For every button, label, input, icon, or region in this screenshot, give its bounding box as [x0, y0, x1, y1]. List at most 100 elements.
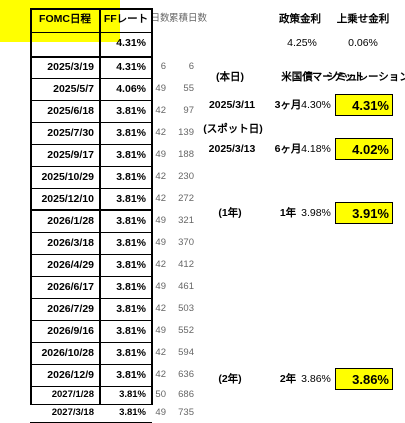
date-cell: 2026/9/16 [47, 324, 94, 337]
spot-label: (スポット日) [203, 122, 263, 135]
date-cell: 2025/12/10 [41, 192, 94, 205]
days-cell: 49 [155, 215, 166, 227]
spread: 0.06% [348, 36, 378, 49]
days-cell: 6 [160, 61, 166, 73]
term-label: (2年) [218, 372, 242, 385]
border-line [30, 78, 152, 79]
date-cell: 2025/10/29 [41, 170, 94, 183]
current-rate: 4.31% [116, 36, 146, 49]
days-cell: 42 [155, 127, 166, 139]
rate-cell: 3.81% [116, 258, 146, 271]
cumulative-cell: 686 [178, 389, 194, 401]
date-cell: 2025/5/7 [53, 82, 94, 95]
term: 2年 [279, 372, 297, 385]
market-rate: 4.18% [301, 142, 331, 155]
column-header: 日数 [150, 13, 170, 25]
days-cell: 42 [155, 347, 166, 359]
cumulative-cell: 188 [178, 149, 194, 161]
border-line [151, 8, 153, 405]
rate-cell: 3.81% [116, 346, 146, 359]
days-cell: 42 [155, 259, 166, 271]
spot-date: 2025/3/13 [208, 142, 256, 155]
border-line [30, 298, 152, 299]
policy-rate: 4.25% [287, 36, 317, 49]
cumulative-cell: 735 [178, 407, 194, 419]
days-cell: 49 [155, 237, 166, 249]
date-cell: 2026/10/28 [41, 346, 94, 359]
date-cell: 2027/3/18 [51, 407, 94, 419]
rate-cell: 3.81% [119, 407, 146, 419]
today-label: (本日) [216, 70, 244, 83]
days-cell: 49 [155, 407, 166, 419]
border-line [30, 386, 152, 387]
cumulative-cell: 272 [178, 193, 194, 205]
rate-cell: 4.06% [116, 82, 146, 95]
date-cell: 2026/12/9 [47, 368, 94, 381]
border-line [99, 8, 101, 405]
date-cell: 2026/6/17 [47, 280, 94, 293]
rate-cell: 3.81% [116, 148, 146, 161]
days-cell: 42 [155, 171, 166, 183]
market-rate: 3.86% [301, 372, 331, 385]
border-line [30, 276, 152, 277]
rate-cell: 3.81% [116, 192, 146, 205]
days-cell: 42 [155, 303, 166, 315]
days-cell: 49 [155, 83, 166, 95]
border-line [30, 8, 152, 10]
market-rate: 4.30% [301, 98, 331, 111]
cumulative-cell: 55 [183, 83, 194, 95]
days-cell: 49 [155, 325, 166, 337]
date-cell: 2026/4/29 [47, 258, 94, 271]
column-header: 累積日数 [169, 13, 208, 25]
rate-cell: 3.81% [116, 126, 146, 139]
rate-cell: 3.81% [116, 214, 146, 227]
column-header: FOMC日程 [39, 12, 91, 25]
date-cell: 2026/3/18 [47, 236, 94, 249]
term: 3ヶ月 [274, 98, 302, 111]
border-line [30, 254, 152, 255]
rate-cell: 3.81% [116, 302, 146, 315]
days-cell: 50 [155, 389, 166, 401]
date-cell: 2025/6/18 [47, 104, 94, 117]
market-rate: 3.98% [301, 206, 331, 219]
date-cell: 2025/7/30 [47, 126, 94, 139]
border-line [30, 342, 152, 343]
simulation-rate: 4.31% [335, 94, 393, 116]
column-header: FFレート [103, 12, 149, 25]
days-cell: 42 [155, 105, 166, 117]
term-label: (1年) [218, 206, 242, 219]
cumulative-cell: 412 [178, 259, 194, 271]
rate-cell: 3.81% [116, 324, 146, 337]
rate-cell: 3.81% [116, 170, 146, 183]
days-cell: 49 [155, 149, 166, 161]
cumulative-cell: 97 [183, 105, 194, 117]
border-line [30, 209, 152, 211]
date-cell: 2026/7/29 [47, 302, 94, 315]
date-cell: 2026/1/28 [47, 214, 94, 227]
border-line [30, 56, 152, 58]
cumulative-cell: 230 [178, 171, 194, 183]
days-cell: 49 [155, 281, 166, 293]
border-line [30, 100, 152, 101]
border-line [30, 364, 152, 365]
rate-cell: 4.31% [116, 60, 146, 73]
rate-cell: 3.81% [119, 389, 146, 401]
border-line [30, 320, 152, 321]
cumulative-cell: 461 [178, 281, 194, 293]
column-header: マーケット [311, 70, 365, 83]
cumulative-cell: 6 [188, 61, 194, 73]
spread-label: 上乗せ金利 [336, 12, 390, 25]
border-line [30, 166, 152, 167]
simulation-rate: 3.86% [335, 368, 393, 390]
cumulative-cell: 321 [178, 215, 194, 227]
rate-cell: 3.81% [116, 280, 146, 293]
cumulative-cell: 503 [178, 303, 194, 315]
cumulative-cell: 594 [178, 347, 194, 359]
term: 6ヶ月 [274, 142, 302, 155]
border-line [30, 122, 152, 123]
rate-cell: 3.81% [116, 104, 146, 117]
date-cell: 2027/1/28 [51, 389, 94, 401]
simulation-rate: 4.02% [335, 138, 393, 160]
column-header: シミュレーション [326, 70, 405, 83]
column-header: 米国債 [281, 70, 313, 83]
